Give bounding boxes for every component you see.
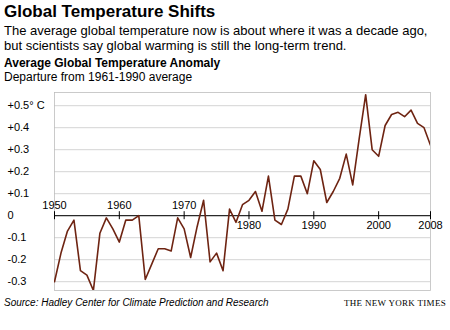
svg-text:1950: 1950 (42, 199, 66, 211)
html-text:Global Temperature Shifts: Global Temperature Shifts (4, 2, 216, 21)
svg-text:+0.3: +0.3 (8, 143, 30, 155)
svg-text:+0.2: +0.2 (8, 165, 30, 177)
svg-text:1990: 1990 (302, 219, 326, 231)
html-text:Departure from 1961-1990 avera: Departure from 1961-1990 average (4, 70, 193, 84)
svg-text:1970: 1970 (172, 199, 196, 211)
svg-text:-0.2: -0.2 (8, 253, 27, 265)
svg-text:-0.3: -0.3 (8, 275, 27, 287)
html-text:THE NEW YORK TIMES: THE NEW YORK TIMES (344, 298, 446, 308)
svg-text:+0.4: +0.4 (8, 121, 30, 133)
svg-text:-0.1: -0.1 (8, 231, 27, 243)
svg-text:1980: 1980 (237, 219, 261, 231)
svg-text:2000: 2000 (366, 219, 390, 231)
html-text:Average Global Temperature Ano: Average Global Temperature Anomaly (4, 56, 221, 70)
svg-text:1960: 1960 (107, 199, 131, 211)
html-text:The average global temperature: The average global temperature now is ab… (4, 23, 428, 53)
html-text:Source: Hadley Center for Clim: Source: Hadley Center for Climate Predic… (4, 297, 269, 308)
svg-text:0: 0 (8, 209, 14, 221)
svg-text:+0.5° C: +0.5° C (8, 99, 45, 111)
svg-text:2008: 2008 (418, 219, 442, 231)
svg-text:+0.1: +0.1 (8, 187, 30, 199)
